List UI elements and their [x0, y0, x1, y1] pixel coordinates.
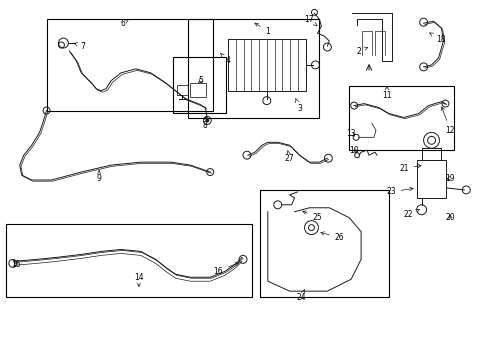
Text: 14: 14 — [134, 273, 143, 287]
Text: 1: 1 — [254, 23, 270, 36]
Bar — [176, 85, 188, 95]
Text: 21: 21 — [398, 163, 420, 172]
Text: 5: 5 — [198, 76, 203, 85]
Bar — [228, 39, 305, 91]
Text: 13: 13 — [346, 129, 355, 138]
Bar — [190, 83, 206, 96]
Text: 25: 25 — [302, 211, 322, 222]
Text: 6: 6 — [120, 19, 128, 28]
Text: 15: 15 — [11, 260, 20, 269]
Text: 18: 18 — [429, 33, 444, 44]
Text: 4: 4 — [220, 54, 230, 66]
Bar — [172, 57, 225, 113]
Bar — [46, 19, 213, 111]
Text: 2: 2 — [356, 46, 367, 55]
Text: 9: 9 — [97, 171, 102, 183]
Text: 7: 7 — [74, 41, 85, 50]
Bar — [6, 224, 251, 297]
Bar — [348, 86, 453, 150]
Text: 19: 19 — [445, 174, 454, 183]
Text: 20: 20 — [445, 213, 454, 222]
Text: 17: 17 — [304, 15, 317, 26]
Text: 12: 12 — [440, 107, 454, 135]
Bar — [416, 160, 446, 198]
Text: 24: 24 — [296, 290, 306, 302]
Text: 11: 11 — [381, 86, 391, 100]
Text: 3: 3 — [295, 99, 302, 113]
Bar — [421, 148, 441, 160]
Text: 27: 27 — [284, 151, 294, 163]
Bar — [259, 190, 388, 297]
Text: 8: 8 — [203, 116, 207, 130]
Text: 16: 16 — [213, 262, 238, 276]
Text: 26: 26 — [320, 232, 344, 242]
Bar — [188, 19, 319, 118]
Circle shape — [205, 118, 209, 122]
Text: 22: 22 — [403, 210, 419, 219]
Text: 10: 10 — [348, 146, 358, 155]
Text: 23: 23 — [385, 187, 412, 197]
